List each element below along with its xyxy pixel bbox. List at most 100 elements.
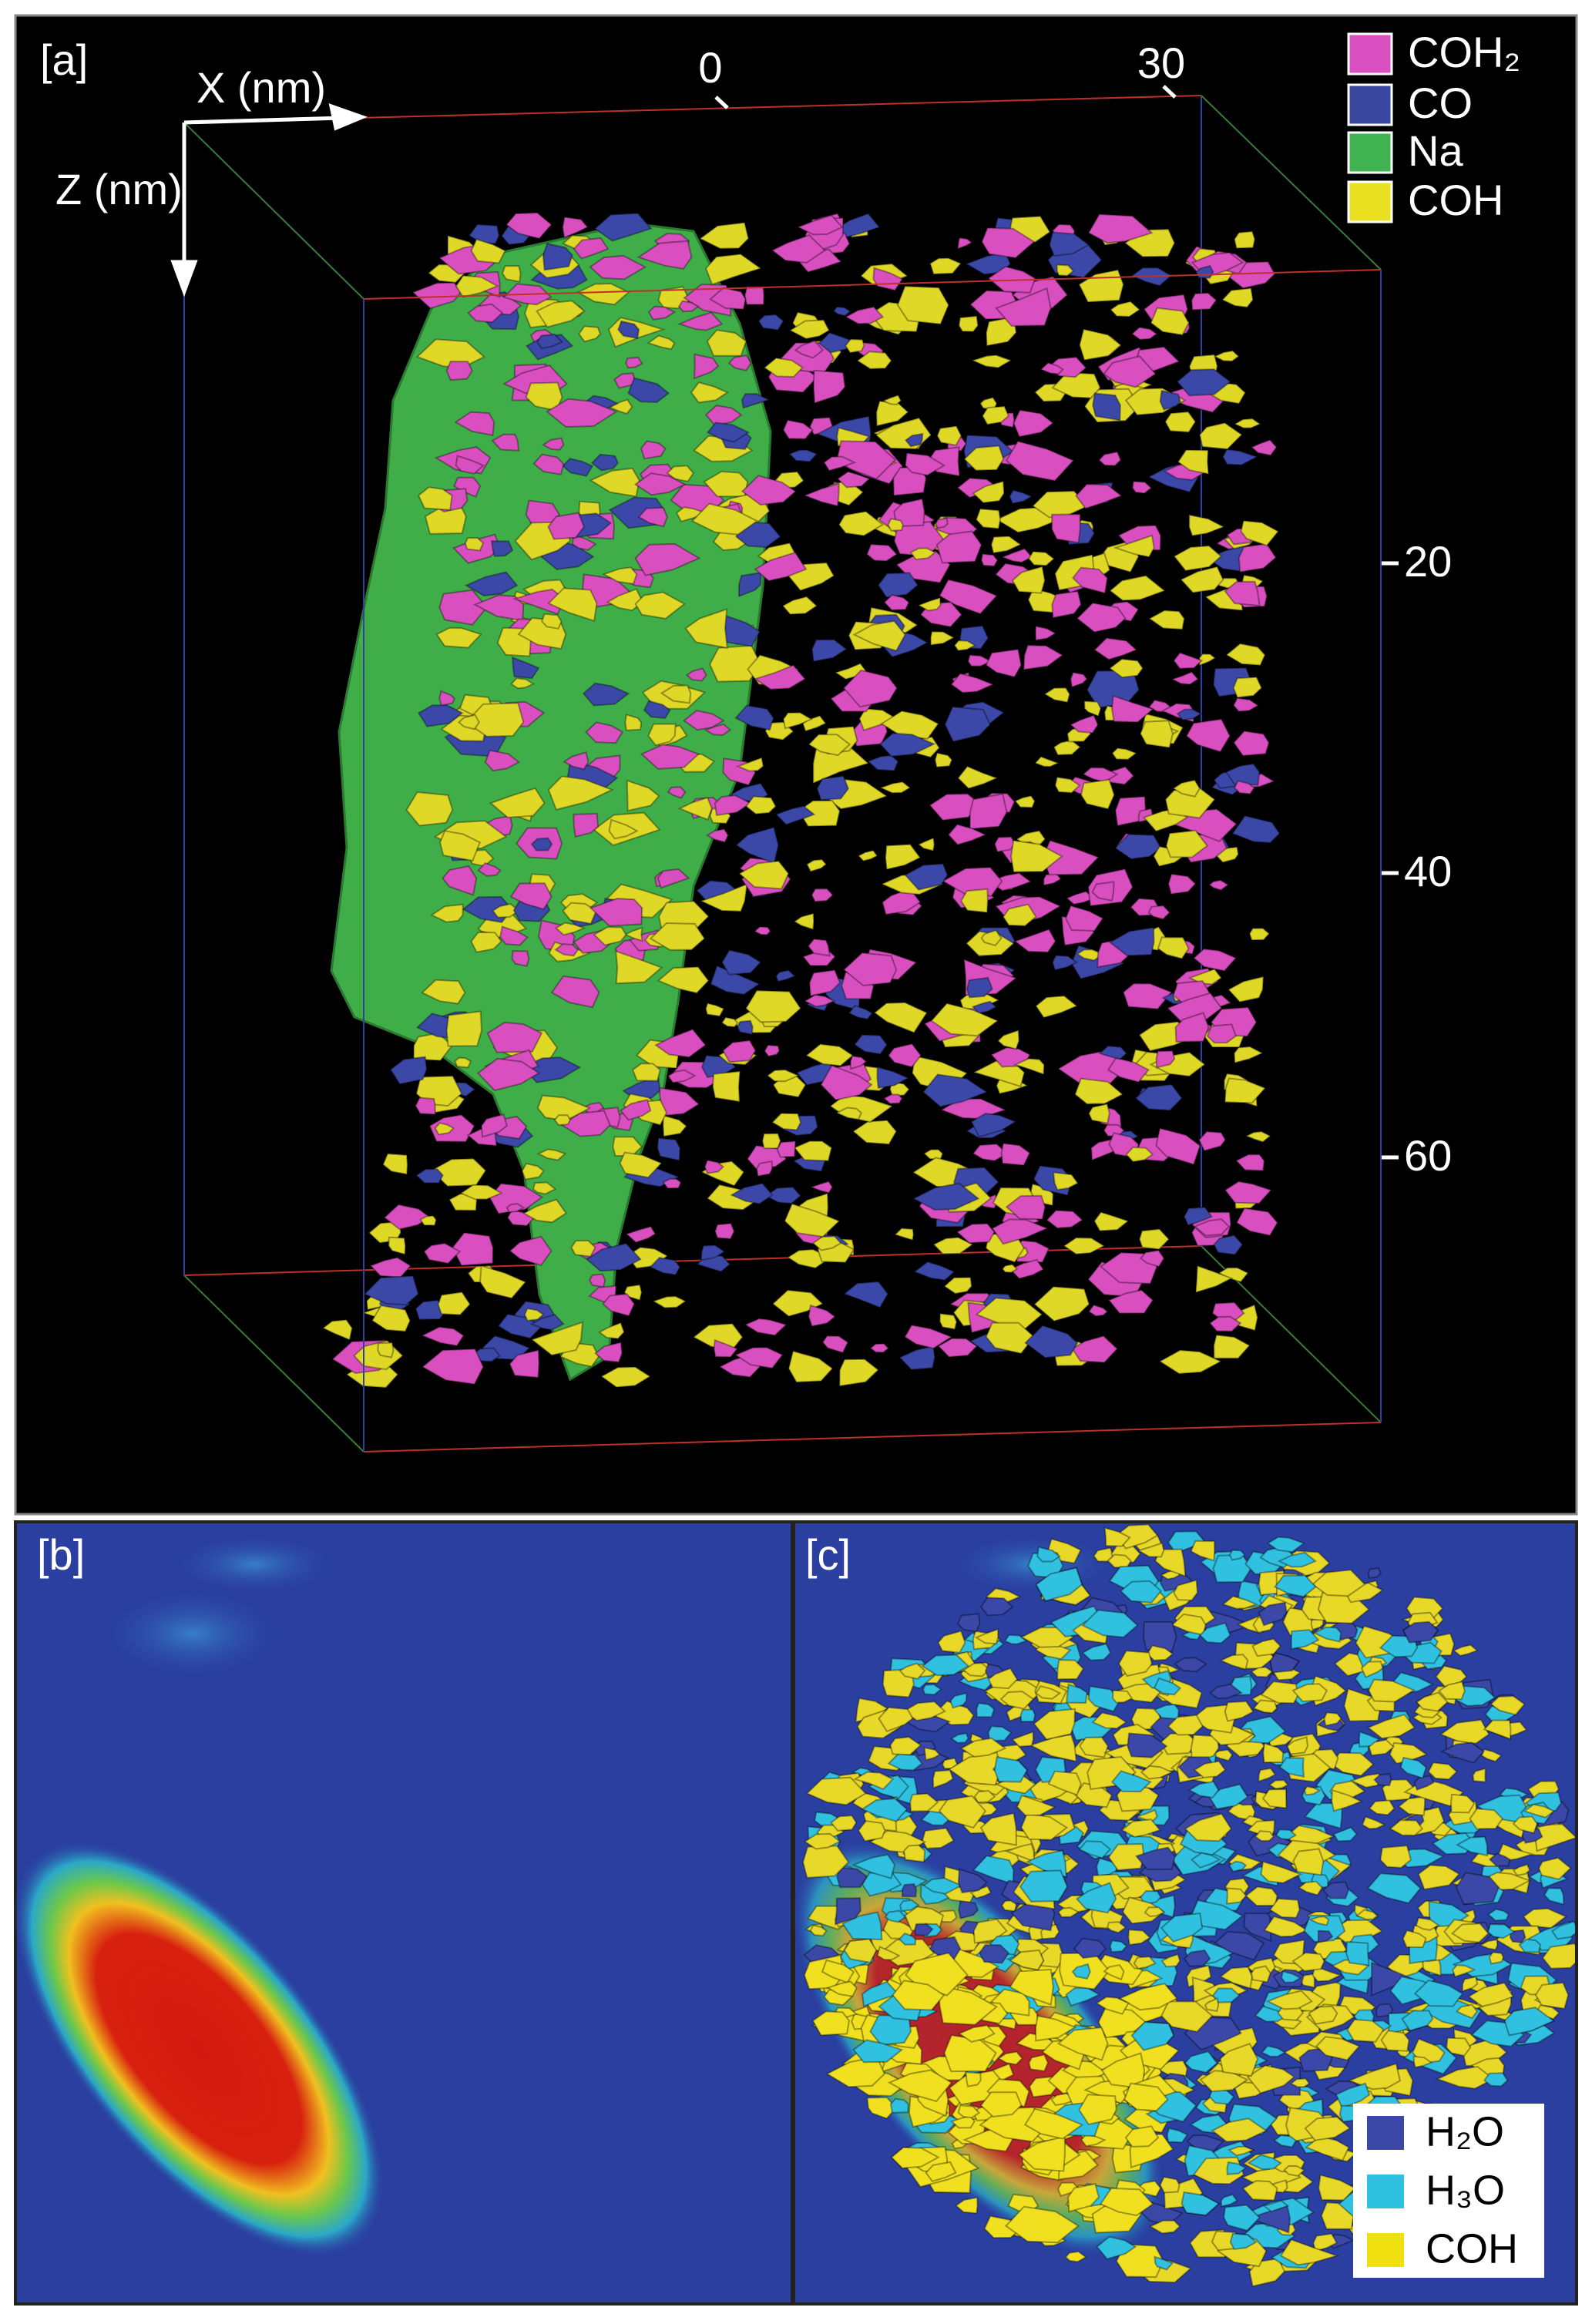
cluster [909, 1792, 939, 1812]
cluster [1252, 1699, 1278, 1714]
cluster [1108, 658, 1144, 679]
cluster [1183, 1206, 1214, 1227]
cluster [757, 314, 784, 331]
cluster [499, 925, 529, 946]
cluster [505, 212, 553, 240]
cluster [857, 1820, 886, 1842]
cluster [764, 1044, 781, 1057]
cluster [1254, 1830, 1275, 1842]
cluster [844, 338, 865, 354]
cluster [684, 608, 728, 650]
cluster [956, 765, 999, 790]
cluster [1198, 1622, 1231, 1644]
cluster [1194, 1264, 1234, 1294]
cluster [464, 537, 485, 552]
cluster [383, 1204, 432, 1231]
cluster [979, 1812, 1017, 1846]
cluster [1467, 1982, 1515, 2007]
cluster [1127, 1732, 1168, 1758]
cluster [1224, 1077, 1267, 1104]
cluster [522, 1198, 568, 1224]
cluster [489, 787, 546, 818]
cluster [851, 1119, 898, 1146]
cluster [1258, 1601, 1288, 1627]
cluster [996, 1029, 1020, 1050]
cluster [1487, 1923, 1516, 1939]
cluster [823, 455, 857, 472]
cluster [1219, 1654, 1249, 1671]
cluster [468, 223, 500, 245]
cluster [1087, 213, 1154, 244]
cluster [685, 667, 707, 682]
cluster [865, 543, 898, 563]
cluster [578, 325, 602, 343]
cluster [421, 979, 466, 1005]
cluster [570, 1240, 596, 1258]
cluster [1368, 1799, 1396, 1816]
cluster [1024, 1325, 1079, 1359]
cluster [1033, 1708, 1076, 1741]
cluster [1033, 1285, 1090, 1322]
cluster [1348, 1772, 1385, 1788]
cluster [631, 1063, 661, 1082]
cluster [1209, 1683, 1244, 1700]
cluster [916, 596, 942, 612]
cluster [1069, 714, 1099, 734]
cluster [917, 837, 935, 852]
cluster [554, 943, 579, 957]
cluster [1184, 2050, 1218, 2074]
cluster [929, 793, 983, 821]
cluster [484, 749, 521, 772]
cluster [811, 2010, 850, 2037]
cluster [796, 214, 844, 236]
cluster [1478, 1939, 1499, 1951]
cluster [987, 1725, 1013, 1742]
cluster [560, 1110, 611, 1137]
cluster [1078, 1840, 1112, 1859]
cluster [455, 455, 485, 475]
cluster [1043, 687, 1071, 704]
cluster [1023, 644, 1064, 671]
cluster [744, 1318, 788, 1337]
cluster [763, 357, 804, 378]
cluster [649, 922, 706, 951]
cluster [1159, 2176, 1181, 2194]
cluster [793, 912, 815, 931]
cluster [420, 1326, 465, 1347]
cluster [1119, 1580, 1163, 1604]
cluster [876, 1946, 901, 1961]
cluster [1521, 1827, 1543, 1844]
cluster [1063, 1237, 1106, 1255]
cluster [1312, 1965, 1343, 1983]
cluster [1439, 1718, 1490, 1745]
cluster [1148, 2219, 1181, 2235]
cluster [666, 465, 695, 482]
tick [714, 96, 729, 109]
cluster [1187, 968, 1223, 986]
cluster [936, 425, 962, 446]
cluster [706, 421, 751, 443]
cluster [1483, 1719, 1512, 1741]
cluster [541, 437, 565, 451]
cluster [1291, 1683, 1328, 1703]
cluster [573, 237, 610, 260]
cluster [771, 1112, 802, 1131]
cluster [804, 1043, 855, 1067]
cluster [634, 542, 701, 576]
cluster [1207, 879, 1230, 892]
cluster [808, 1304, 837, 1328]
cluster [782, 711, 814, 730]
cluster [593, 926, 627, 946]
cluster [802, 482, 840, 507]
cluster [987, 1667, 1019, 1690]
cluster [857, 849, 878, 862]
cluster [1107, 1843, 1145, 1872]
cluster [1002, 903, 1037, 927]
cluster [1534, 1982, 1570, 2010]
cluster [421, 1348, 485, 1385]
cluster [1228, 1549, 1246, 1561]
cluster [1153, 1677, 1182, 1696]
x-tick-label: 30 [1137, 39, 1185, 87]
cluster [1115, 2243, 1164, 2279]
legend-swatch [1347, 131, 1393, 174]
